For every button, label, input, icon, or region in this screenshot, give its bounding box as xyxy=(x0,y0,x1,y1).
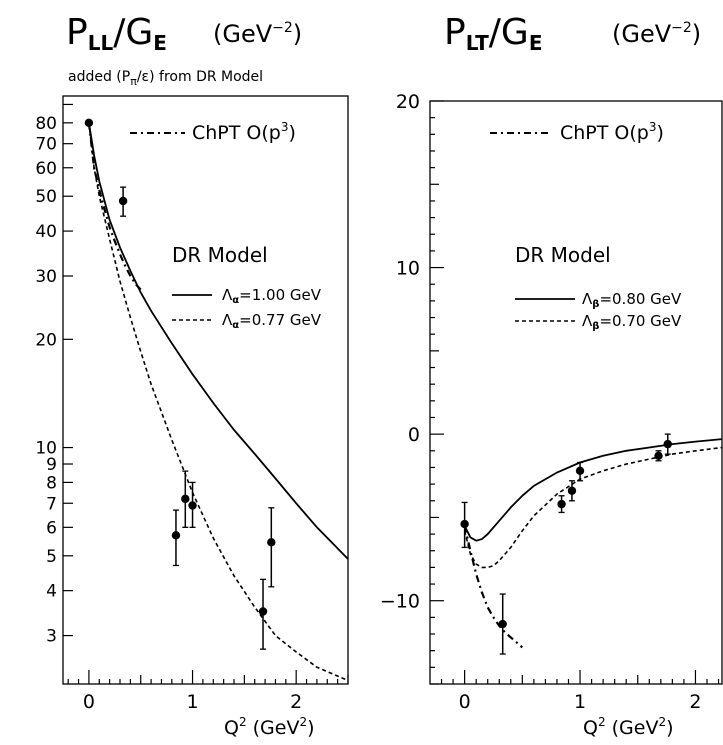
left-legend: ChPT O(p3) DR Model Λα=1.00 GeV Λα=0.77 … xyxy=(130,120,322,331)
right-legend-dr: DR Model xyxy=(515,243,611,267)
data-point xyxy=(84,118,94,128)
y-tick-label: 4 xyxy=(46,582,57,602)
right-legend: ChPT O(p3) DR Model Λβ=0.80 GeV Λβ=0.70 … xyxy=(490,120,682,332)
data-point xyxy=(575,466,585,475)
right-legend-chpt: ChPT O(p3) xyxy=(560,120,664,144)
data-point xyxy=(171,531,181,540)
y-tick-label: 50 xyxy=(35,187,57,207)
right-title-unit: (GeV−2) xyxy=(612,20,701,48)
right-plot-frame xyxy=(429,100,723,685)
left-x-label: Q2 (GeV2) xyxy=(224,715,315,739)
right-panel: PLT/GE (GeV−2) 20 10 0 −10 0 1 2 ChPT O(p3) D… xyxy=(380,12,723,739)
x-tick-label: 0 xyxy=(459,691,471,713)
series-solid-line xyxy=(463,438,723,542)
y-tick-label: 20 xyxy=(396,91,420,113)
left-legend-dr: DR Model xyxy=(172,243,268,267)
right-series xyxy=(463,438,723,649)
left-legend-solid: Λα=1.00 GeV xyxy=(222,286,322,306)
y-tick-label: 20 xyxy=(35,330,57,350)
left-panel: PLL/GE (GeV−2) added (Pπ/ε) from DR Mode… xyxy=(35,12,349,739)
data-point xyxy=(267,538,276,547)
data-point xyxy=(258,607,268,616)
series-solid-line xyxy=(88,122,349,560)
series-dashdot-line xyxy=(463,525,524,649)
series-dashed-line xyxy=(88,122,349,682)
y-tick-label: 60 xyxy=(35,159,57,179)
series-dashed-line xyxy=(463,446,723,569)
right-x-label: Q2 (GeV2) xyxy=(583,715,674,739)
right-legend-solid: Λβ=0.80 GeV xyxy=(582,290,682,310)
x-tick-label: 1 xyxy=(574,691,586,713)
data-point xyxy=(118,196,128,206)
left-x-ticks: 0 1 2 xyxy=(67,670,349,713)
left-legend-chpt: ChPT O(p3) xyxy=(192,120,296,144)
series-dashdot-line xyxy=(87,122,142,291)
y-tick-label: 9 xyxy=(46,455,57,475)
data-point xyxy=(181,494,190,504)
left-title-unit: (GeV−2) xyxy=(213,20,302,48)
y-tick-label: 10 xyxy=(35,439,57,459)
data-point xyxy=(654,451,663,460)
data-point xyxy=(663,439,672,449)
y-tick-label: 6 xyxy=(46,518,57,538)
y-tick-label: 80 xyxy=(35,114,57,134)
y-tick-label: 0 xyxy=(408,424,420,446)
right-x-ticks: 0 1 2 xyxy=(440,670,720,713)
right-points xyxy=(460,433,672,655)
left-series xyxy=(87,122,349,682)
left-plot-frame xyxy=(62,95,349,685)
right-y-ticks: 20 10 0 −10 xyxy=(380,91,444,685)
x-tick-label: 2 xyxy=(689,691,701,713)
y-tick-label: 3 xyxy=(46,627,57,647)
y-tick-label: 7 xyxy=(46,494,57,514)
y-tick-label: 10 xyxy=(396,258,420,280)
x-tick-label: 0 xyxy=(83,691,95,713)
data-point xyxy=(188,501,197,510)
y-tick-label: 30 xyxy=(35,267,57,287)
x-tick-label: 2 xyxy=(290,691,302,713)
data-point xyxy=(460,519,469,529)
y-tick-label: −10 xyxy=(380,591,420,613)
right-legend-dashed: Λβ=0.70 GeV xyxy=(582,312,682,332)
y-tick-label: 40 xyxy=(35,222,57,242)
left-subtitle: added (Pπ/ε) from DR Model xyxy=(68,69,263,88)
y-tick-label: 70 xyxy=(35,135,57,155)
x-tick-label: 1 xyxy=(186,691,198,713)
data-point xyxy=(567,486,577,495)
right-title: PLT/GE xyxy=(444,12,543,55)
left-legend-dashed: Λα=0.77 GeV xyxy=(222,311,322,331)
y-tick-label: 8 xyxy=(46,473,57,493)
data-point xyxy=(498,619,507,629)
data-point xyxy=(557,499,566,509)
y-tick-label: 5 xyxy=(46,547,57,567)
left-points xyxy=(84,118,276,650)
left-title: PLL/GE xyxy=(66,12,167,55)
